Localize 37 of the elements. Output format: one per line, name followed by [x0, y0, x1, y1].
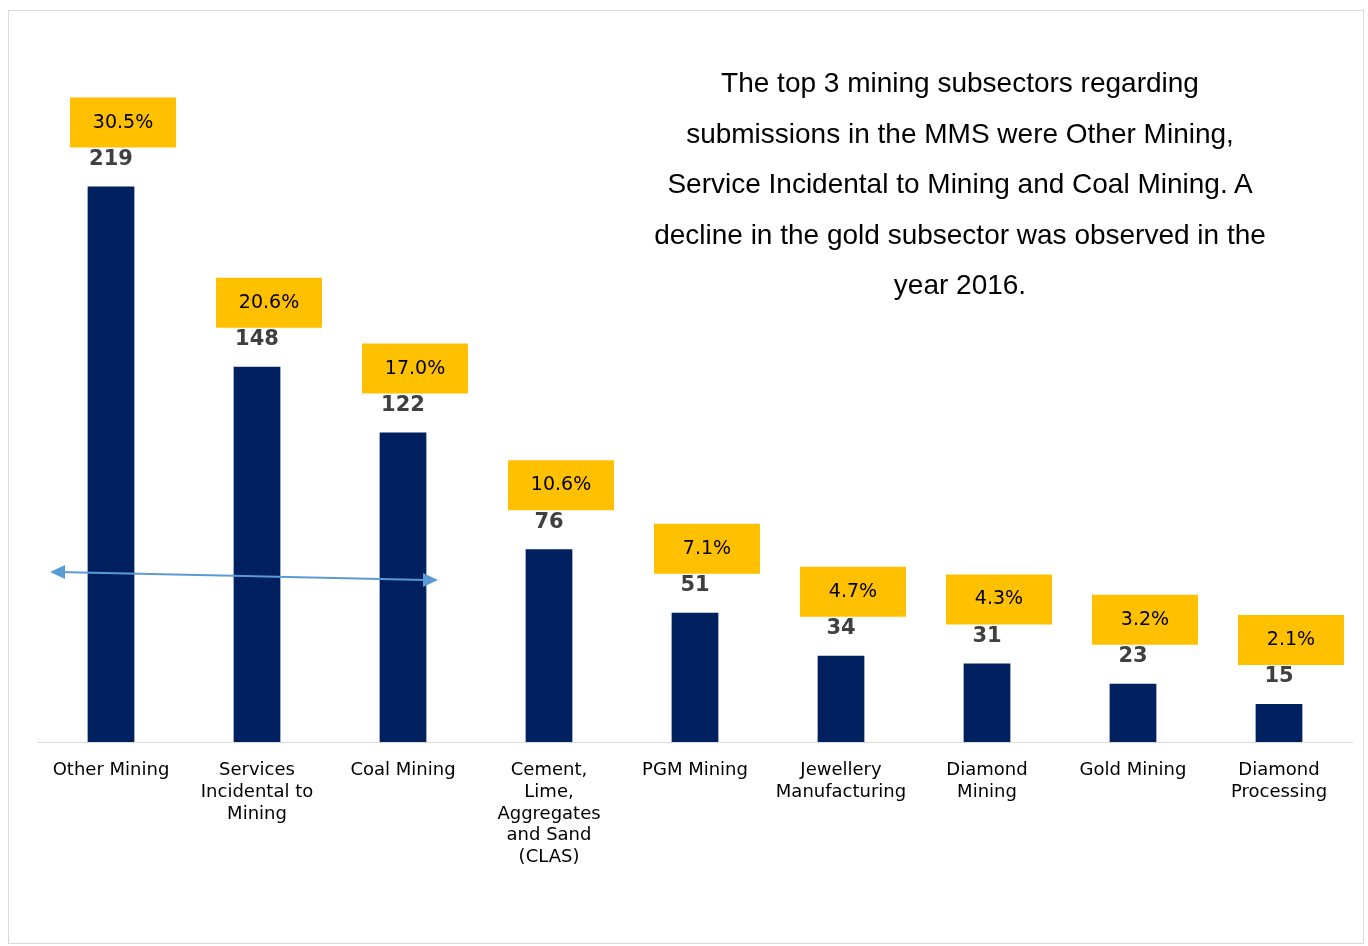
annotation: 2.1% [1266, 626, 1316, 649]
x-tick-label: Other Mining [52, 758, 170, 780]
bar [87, 186, 135, 742]
x-tick-label: Cement, Lime, Aggregates and Sand (CLAS) [497, 758, 601, 866]
x-tick-label: Coal Mining [350, 758, 456, 780]
data-label: 23 [1118, 643, 1148, 668]
bar [525, 549, 573, 742]
data-label: 148 [235, 326, 279, 351]
bar [233, 366, 281, 742]
annotation: The top 3 mining subsectors regarding submissions in the MMS were Other Mining, Service Incidental to Mining and Coal Mining. A decline in the gold subsector was observed in the year 2016. [653, 66, 1267, 302]
data-label: 122 [381, 392, 425, 417]
x-tick-label: Gold Mining [1079, 758, 1187, 780]
x-tick-label: Diamond Mining [946, 758, 1028, 802]
data-label: 31 [972, 622, 1002, 647]
data-label: 15 [1264, 663, 1294, 688]
annotation: 20.6% [238, 289, 300, 312]
bar [1255, 703, 1303, 742]
annotation: 3.2% [1120, 606, 1170, 629]
data-label: 34 [826, 615, 856, 640]
bar [671, 612, 719, 742]
bar [963, 663, 1011, 742]
data-label: 76 [534, 508, 564, 533]
x-tick-label: Services Incidental to Mining [200, 758, 314, 823]
annotation: 17.0% [384, 355, 446, 378]
bar [379, 432, 427, 742]
annotation: 7.1% [682, 535, 732, 558]
annotation: 4.7% [828, 578, 878, 601]
data-label: 219 [89, 146, 133, 171]
x-tick-label: PGM Mining [642, 758, 748, 780]
x-tick-label: Diamond Processing [1230, 758, 1328, 802]
x-tick-label: Jewellery Manufacturing [775, 758, 907, 802]
bar [817, 655, 865, 742]
annotation: 30.5% [92, 109, 154, 132]
annotation: 10.6% [530, 472, 592, 495]
data-label: 51 [680, 572, 710, 597]
annotation: 4.3% [974, 586, 1024, 609]
bar [1109, 683, 1157, 742]
